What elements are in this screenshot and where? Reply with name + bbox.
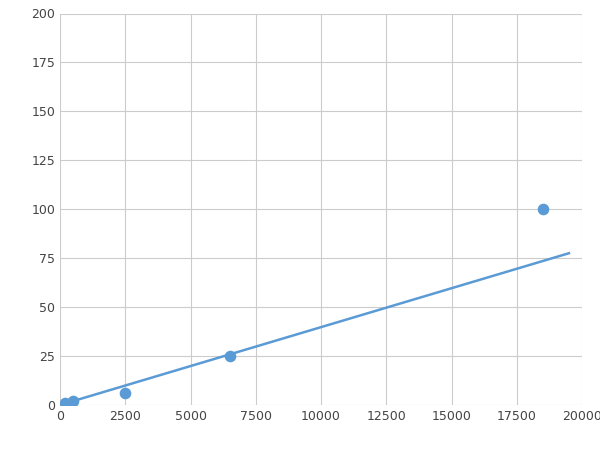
Point bbox=[538, 206, 548, 213]
Point bbox=[121, 390, 130, 397]
Point bbox=[225, 352, 235, 360]
Point bbox=[61, 400, 70, 407]
Point bbox=[68, 397, 78, 405]
